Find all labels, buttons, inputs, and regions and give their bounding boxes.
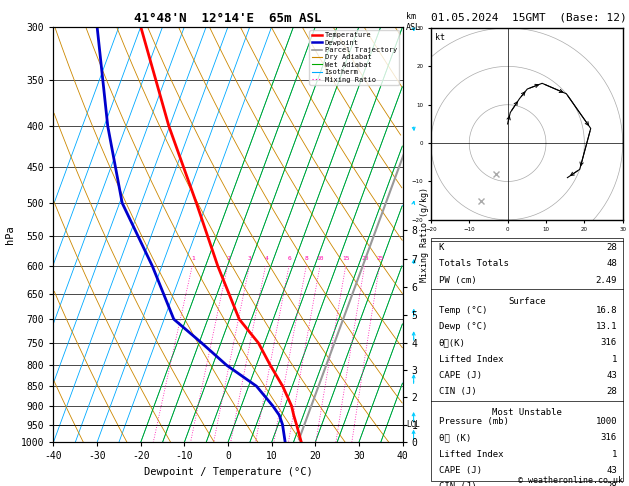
Text: 10: 10	[317, 256, 325, 261]
Text: Dewp (°C): Dewp (°C)	[438, 322, 487, 331]
Legend: Temperature, Dewpoint, Parcel Trajectory, Dry Adiabat, Wet Adiabat, Isotherm, Mi: Temperature, Dewpoint, Parcel Trajectory…	[309, 30, 399, 85]
Text: 48: 48	[606, 260, 617, 268]
X-axis label: Dewpoint / Temperature (°C): Dewpoint / Temperature (°C)	[143, 467, 313, 477]
Text: Lifted Index: Lifted Index	[438, 450, 503, 459]
Text: Pressure (mb): Pressure (mb)	[438, 417, 508, 426]
Text: 2.49: 2.49	[596, 276, 617, 285]
Text: Lifted Index: Lifted Index	[438, 354, 503, 364]
Text: 6: 6	[287, 256, 291, 261]
Text: θᴇ (K): θᴇ (K)	[438, 434, 470, 442]
Text: 4: 4	[264, 256, 268, 261]
Text: 20: 20	[361, 256, 369, 261]
Text: Totals Totals: Totals Totals	[438, 260, 508, 268]
Text: K: K	[438, 243, 444, 252]
Text: 316: 316	[601, 434, 617, 442]
Text: 13.1: 13.1	[596, 322, 617, 331]
Text: 41°48'N  12°14'E  65m ASL: 41°48'N 12°14'E 65m ASL	[134, 12, 322, 25]
Text: km
ASL: km ASL	[406, 12, 421, 32]
Text: 15: 15	[342, 256, 350, 261]
Text: 3: 3	[248, 256, 252, 261]
Text: Most Unstable: Most Unstable	[492, 408, 562, 417]
Y-axis label: Mixing Ratio (g/kg): Mixing Ratio (g/kg)	[420, 187, 429, 282]
FancyBboxPatch shape	[431, 238, 623, 481]
Text: 43: 43	[606, 466, 617, 475]
Text: 1: 1	[191, 256, 195, 261]
Text: 28: 28	[606, 243, 617, 252]
Text: 2: 2	[226, 256, 230, 261]
Text: LCL: LCL	[407, 420, 421, 429]
Text: 28: 28	[606, 482, 617, 486]
Text: 25: 25	[376, 256, 384, 261]
Y-axis label: hPa: hPa	[6, 225, 15, 244]
Text: 28: 28	[606, 387, 617, 396]
Text: © weatheronline.co.uk: © weatheronline.co.uk	[518, 475, 623, 485]
Text: 1: 1	[611, 354, 617, 364]
Text: 16.8: 16.8	[596, 306, 617, 314]
Text: 316: 316	[601, 338, 617, 347]
Text: 01.05.2024  15GMT  (Base: 12): 01.05.2024 15GMT (Base: 12)	[431, 12, 626, 22]
Text: CAPE (J): CAPE (J)	[438, 466, 482, 475]
Text: Temp (°C): Temp (°C)	[438, 306, 487, 314]
Text: 1: 1	[611, 450, 617, 459]
Text: 8: 8	[305, 256, 309, 261]
Text: 43: 43	[606, 371, 617, 380]
Text: CAPE (J): CAPE (J)	[438, 371, 482, 380]
Text: PW (cm): PW (cm)	[438, 276, 476, 285]
Text: kt: kt	[435, 33, 445, 41]
Text: θᴇ(K): θᴇ(K)	[438, 338, 465, 347]
Text: 1000: 1000	[596, 417, 617, 426]
Text: Surface: Surface	[508, 297, 545, 306]
Text: CIN (J): CIN (J)	[438, 387, 476, 396]
Text: CIN (J): CIN (J)	[438, 482, 476, 486]
